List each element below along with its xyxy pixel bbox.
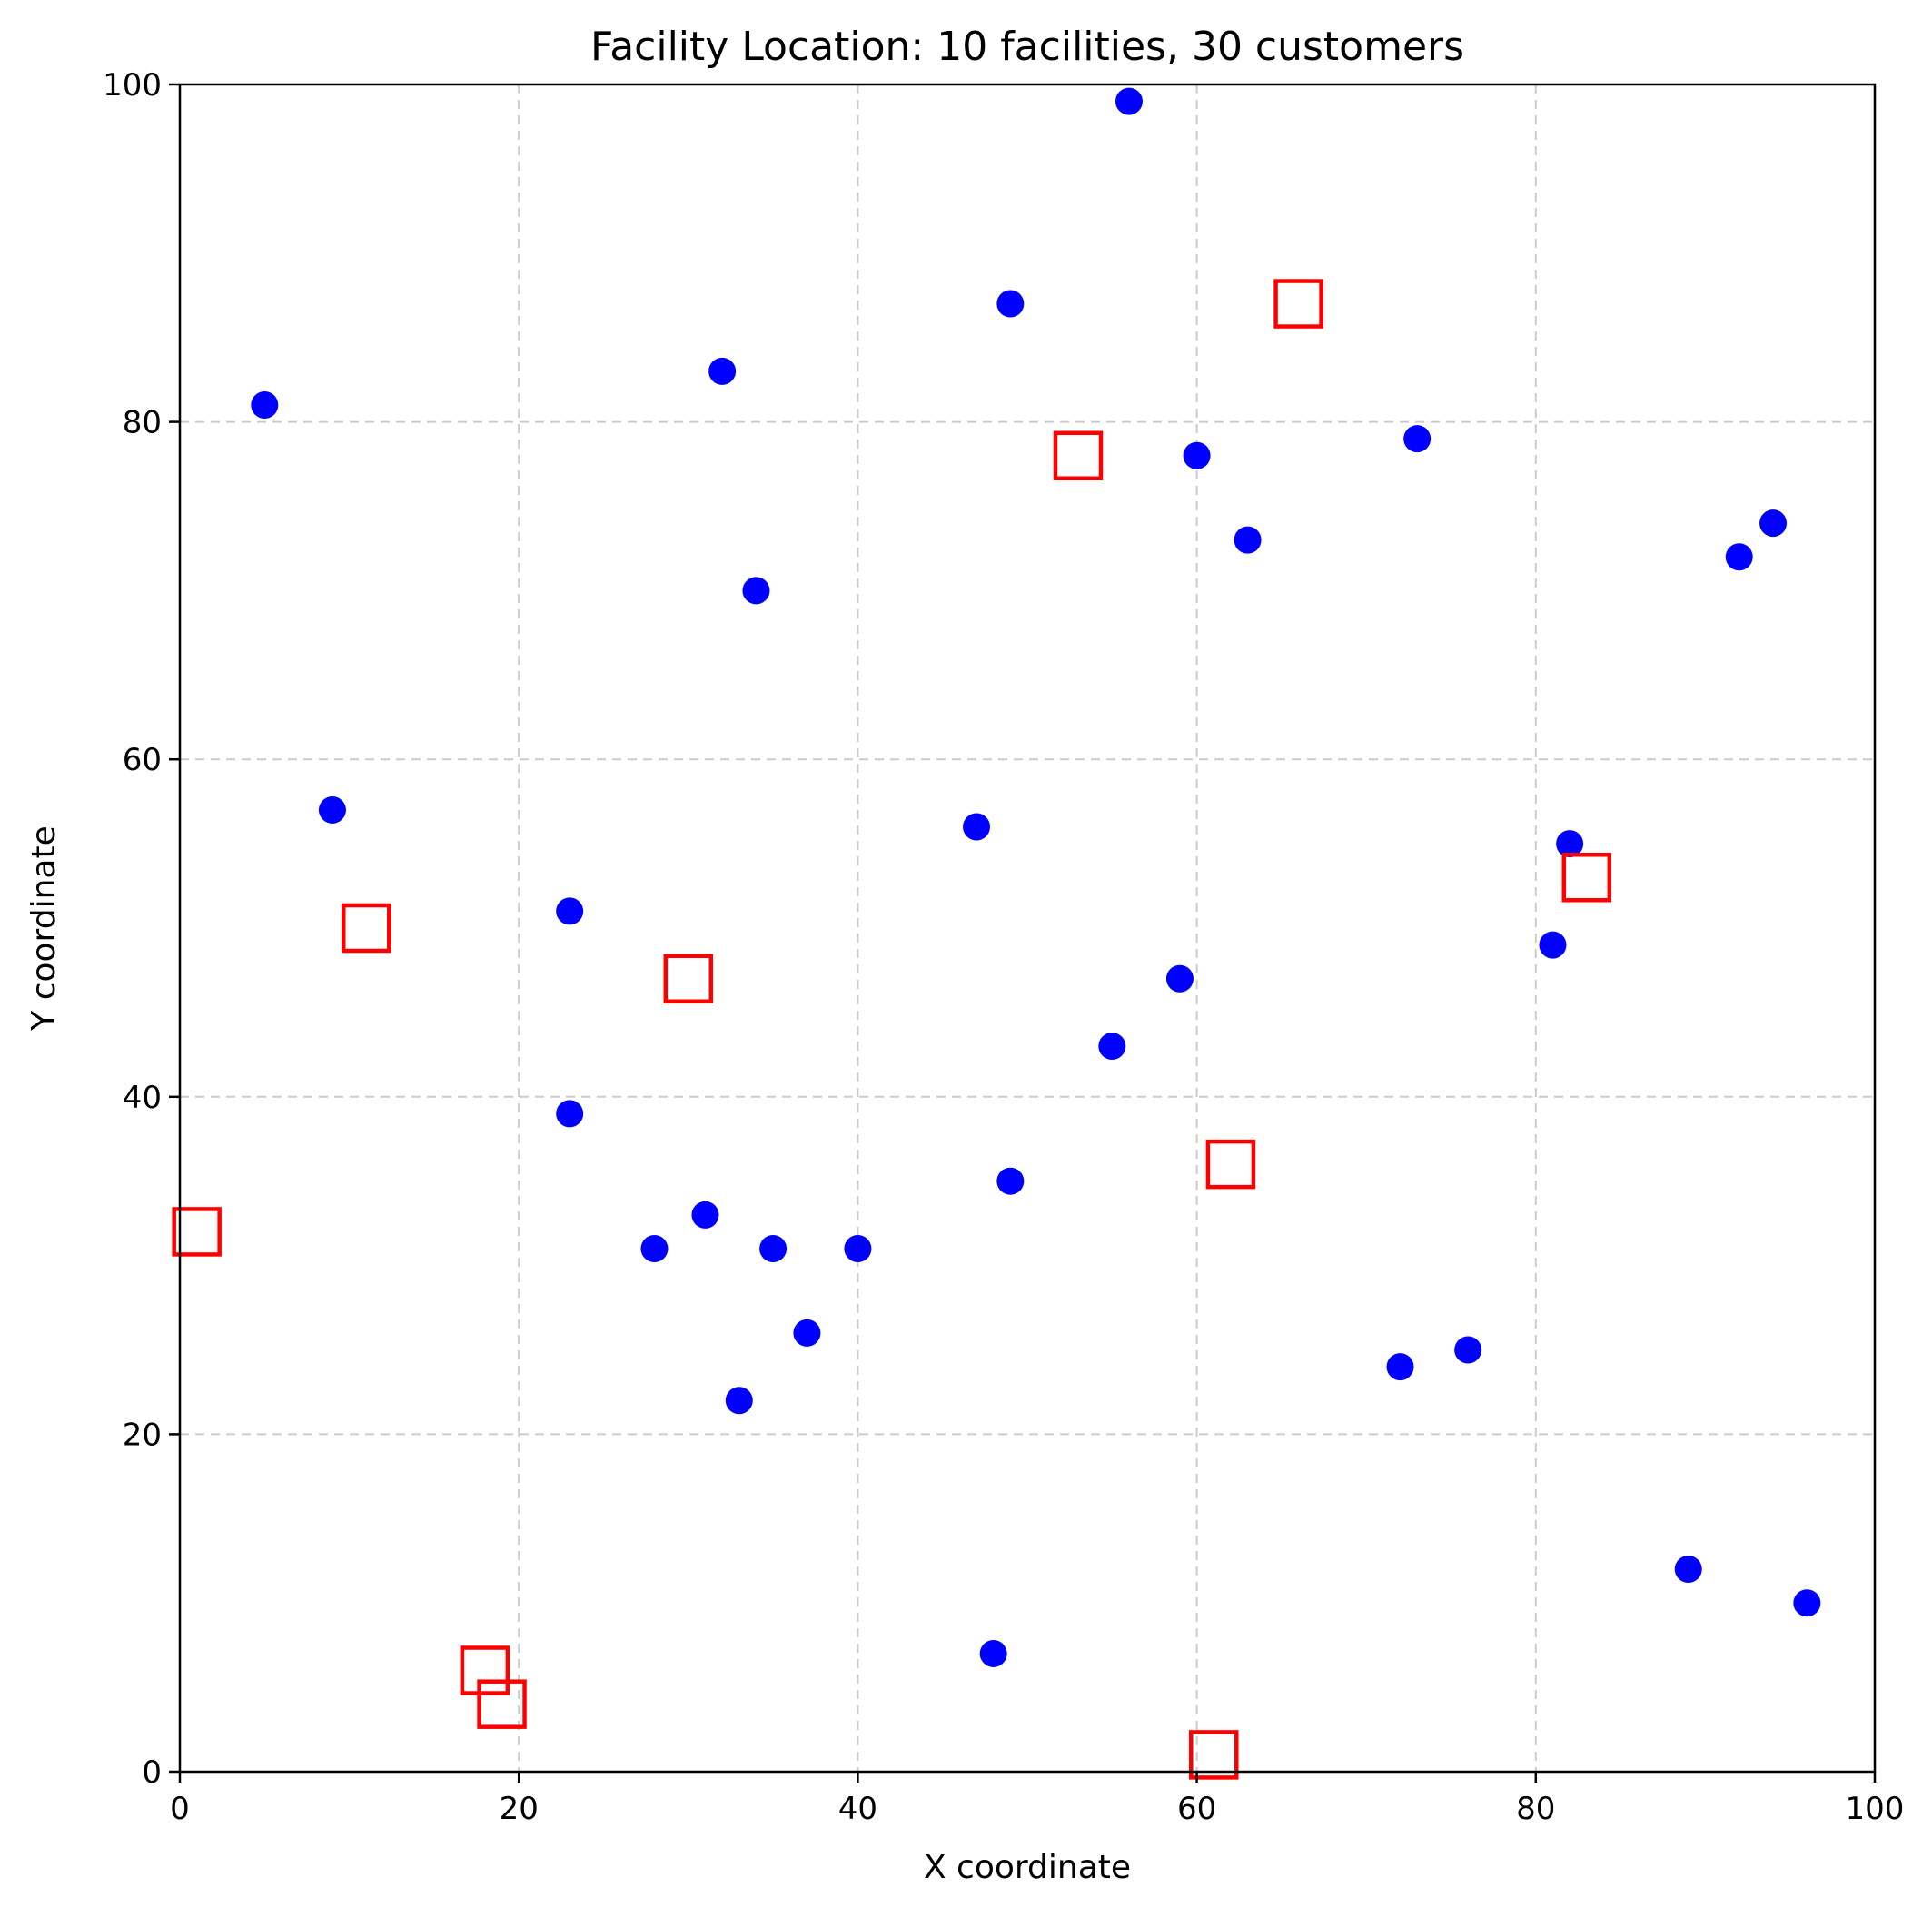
data-layer: [172, 87, 1821, 1780]
customer-point: [1115, 87, 1143, 115]
customer-point: [1759, 509, 1788, 538]
facility-marker: [477, 1679, 527, 1729]
customer-point: [725, 1387, 753, 1415]
customer-point: [1539, 931, 1567, 959]
x-tick-label: 40: [838, 1791, 877, 1827]
x-tick-label: 60: [1177, 1791, 1216, 1827]
facility-marker: [1205, 1139, 1256, 1190]
customer-point: [556, 897, 584, 925]
facility-marker: [1273, 279, 1323, 329]
y-tick-label: 60: [123, 742, 162, 778]
facility-marker: [460, 1645, 510, 1695]
tick-layer: 0 20 40 60 80 100 0 20 40 60 80 100: [103, 67, 1904, 1827]
facility-marker: [172, 1207, 222, 1257]
customer-point: [759, 1235, 788, 1263]
y-tick-label: 80: [123, 405, 162, 441]
chart-title: Facility Location: 10 facilities, 30 cus…: [590, 24, 1464, 70]
customer-point: [1793, 1589, 1821, 1617]
customer-point: [963, 813, 991, 841]
y-tick-label: 100: [103, 67, 162, 104]
x-tick-label: 0: [170, 1791, 190, 1827]
grid-layer: [180, 84, 1875, 1772]
customer-point: [996, 290, 1025, 318]
facility-marker: [663, 954, 714, 1003]
customer-point: [640, 1235, 669, 1263]
customer-point: [1556, 830, 1584, 858]
plot-frame: [178, 83, 1877, 1774]
customer-point: [979, 1639, 1007, 1667]
customer-point: [1454, 1336, 1482, 1364]
customer-point: [742, 577, 770, 605]
facility-marker: [1053, 430, 1104, 481]
y-tick-label: 0: [142, 1754, 162, 1791]
customer-point: [844, 1235, 872, 1263]
customer-point: [1098, 1033, 1126, 1061]
customer-point: [1234, 526, 1262, 554]
customer-point: [556, 1100, 584, 1128]
x-tick-label: 100: [1846, 1791, 1905, 1827]
customer-point: [1183, 441, 1211, 469]
customer-point: [708, 357, 737, 385]
x-axis-label: X coordinate: [924, 1849, 1131, 1886]
customer-point: [1386, 1353, 1414, 1381]
y-tick-label: 40: [123, 1080, 162, 1116]
customer-point: [1674, 1556, 1702, 1584]
facility-marker: [1189, 1730, 1239, 1780]
customer-point: [1403, 425, 1432, 453]
x-tick-label: 20: [500, 1791, 539, 1827]
y-tick-label: 20: [123, 1417, 162, 1453]
customer-point: [251, 391, 279, 420]
y-axis-label: Y coordinate: [25, 825, 63, 1031]
x-tick-label: 80: [1516, 1791, 1555, 1827]
customer-point: [1165, 964, 1194, 993]
facility-marker: [342, 903, 391, 954]
customer-point: [318, 795, 346, 824]
facility-marker: [1561, 853, 1612, 903]
customer-point: [1725, 543, 1753, 571]
customer-point: [793, 1319, 821, 1347]
customer-point: [691, 1201, 719, 1229]
customer-point: [996, 1167, 1025, 1195]
